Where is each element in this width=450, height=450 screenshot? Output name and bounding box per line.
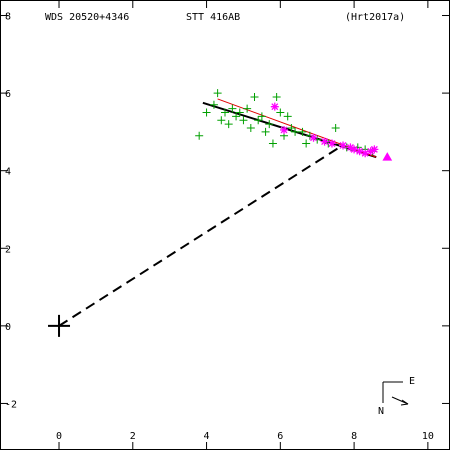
measurement-plus-point [331,124,340,133]
measurement-plus-point [217,116,226,125]
measurement-plus-point [213,89,222,98]
motion-arrow-head [400,399,409,406]
measurement-plus-point [298,127,307,136]
measurement-plus-point [239,116,248,125]
x-tick-label: 4 [204,431,210,442]
orbit-lines [48,98,377,337]
measurement-plus-point [302,139,311,148]
primary-star-marker [48,314,71,337]
measurement-star-point [350,145,359,154]
measurement-star-point [309,133,318,142]
y-tick-label: 4 [5,167,11,178]
x-tick-label: 10 [422,431,434,442]
measurement-plus-point [268,139,277,148]
y-tick-label: 6 [5,89,11,100]
x-tick-label: 8 [351,431,357,442]
measurement-plus-point [272,92,281,101]
measurement-plus-point [246,124,255,133]
x-tick-label: 6 [277,431,283,442]
measurement-plus-point [257,112,266,121]
y-tick-label: -2 [5,399,17,410]
measurement-plus-point [232,112,241,121]
x-tick-label: 0 [56,431,62,442]
measurement-plus-point [250,92,259,101]
header-reference: (Hrt2017a) [345,12,405,23]
measurement-plus-point [209,100,218,109]
measurement-plus-point [287,124,296,133]
measurement-plus-point [254,116,263,125]
measurement-plus-point [291,127,300,136]
measurement-triangle-point [382,152,393,161]
measurement-plus-point [235,108,244,117]
measurement-plus-point [265,120,274,129]
y-tick-label: 0 [5,322,11,333]
measurement-star-point [361,149,370,158]
separation-line [58,146,340,327]
measurement-plus-point [221,108,229,117]
measurement-star-point [366,147,375,156]
measurement-star-point [355,147,364,156]
y-tick-label: 8 [5,12,11,23]
header-wds-id: WDS 20520+4346 [45,12,129,23]
measurement-plus-point [276,108,285,117]
measurement-plus-point [224,120,233,129]
x-tick-label: 2 [130,431,136,442]
measurement-star-point [270,102,279,111]
measurement-plus-point [228,104,237,113]
measurement-star-point [320,137,329,146]
measurement-plus-point [283,112,292,121]
header-pair-name: STT 416AB [186,12,240,23]
compass: E N [378,376,415,417]
y-tick-label: 2 [5,244,11,255]
measurement-star-point [346,143,355,152]
measurement-star-point [339,141,348,150]
measurement-star-point [280,125,289,134]
measurement-star-point [370,145,379,154]
measurement-plus-point [202,108,211,117]
compass-north-label: N [378,406,384,417]
data-points [195,89,393,161]
compass-east-label: E [409,376,415,387]
measurement-plus-point [261,127,270,136]
measurement-star-point [327,139,336,148]
measurement-plus-point [195,131,204,140]
motion-arrow-shaft [391,396,409,405]
measurement-plus-point [243,104,252,113]
